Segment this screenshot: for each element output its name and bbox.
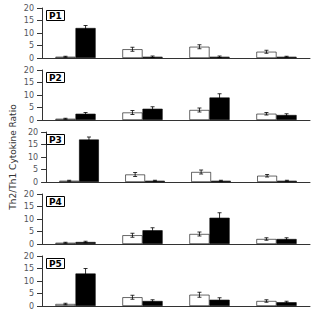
svg-text:10: 10 bbox=[24, 91, 34, 100]
svg-text:5: 5 bbox=[29, 227, 34, 236]
svg-text:15: 15 bbox=[24, 16, 34, 25]
svg-text:P4: P4 bbox=[49, 197, 62, 207]
svg-text:15: 15 bbox=[24, 78, 34, 87]
svg-text:15: 15 bbox=[24, 202, 34, 211]
svg-text:10: 10 bbox=[24, 277, 34, 286]
svg-text:10: 10 bbox=[28, 153, 38, 162]
svg-text:5: 5 bbox=[29, 103, 34, 112]
svg-text:P3: P3 bbox=[49, 135, 62, 145]
svg-text:5: 5 bbox=[29, 41, 34, 50]
svg-text:0: 0 bbox=[29, 54, 34, 63]
svg-text:5: 5 bbox=[29, 289, 34, 298]
svg-text:0: 0 bbox=[29, 116, 34, 125]
svg-text:P5: P5 bbox=[49, 259, 62, 269]
svg-text:10: 10 bbox=[24, 215, 34, 224]
svg-text:15: 15 bbox=[28, 140, 38, 149]
svg-text:P2: P2 bbox=[49, 73, 62, 83]
svg-text:20: 20 bbox=[24, 66, 34, 75]
svg-text:Th2/Th1 Cytokine Ratio: Th2/Th1 Cytokine Ratio bbox=[8, 104, 18, 211]
svg-text:20: 20 bbox=[24, 190, 34, 199]
svg-text:5: 5 bbox=[33, 165, 38, 174]
svg-text:P1: P1 bbox=[49, 11, 62, 21]
svg-text:20: 20 bbox=[24, 4, 34, 13]
svg-text:15: 15 bbox=[24, 264, 34, 273]
svg-text:0: 0 bbox=[29, 240, 34, 249]
svg-text:0: 0 bbox=[29, 302, 34, 311]
svg-text:20: 20 bbox=[28, 128, 38, 137]
svg-text:10: 10 bbox=[24, 29, 34, 38]
svg-text:0: 0 bbox=[33, 178, 38, 187]
svg-text:20: 20 bbox=[24, 252, 34, 261]
